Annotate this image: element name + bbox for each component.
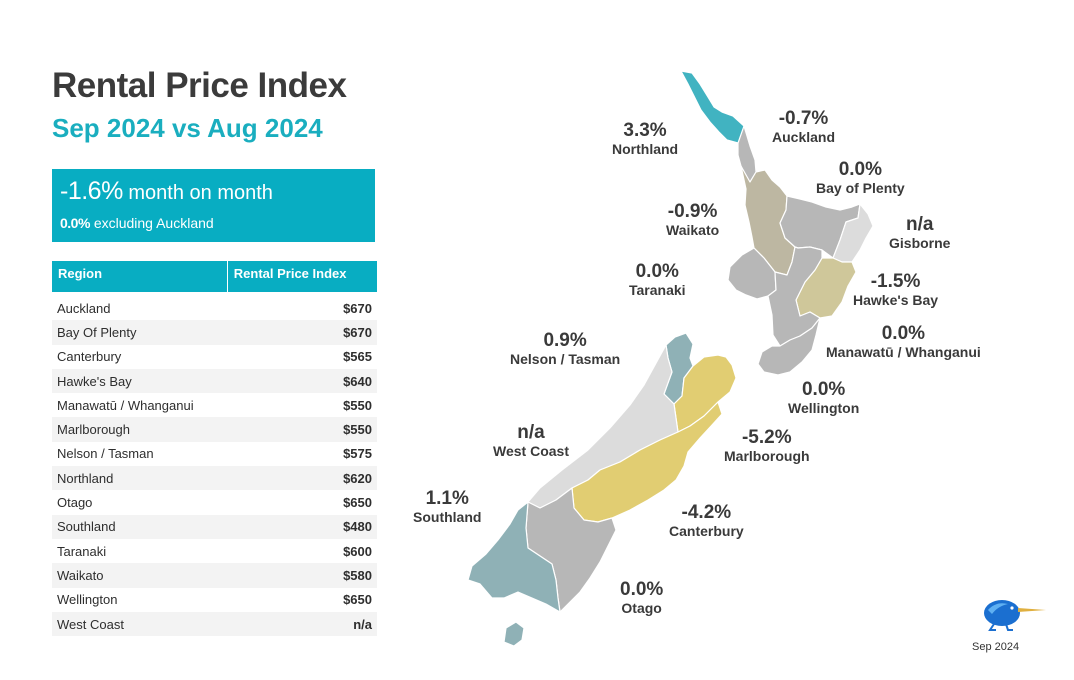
- region-stewart-island[interactable]: [503, 621, 525, 647]
- table-row: Taranaki $600: [52, 539, 377, 563]
- kpi-sub-text: excluding Auckland: [93, 215, 214, 231]
- table-cell-value: $600: [343, 543, 372, 559]
- table-cell-region: Bay Of Plenty: [52, 320, 228, 345]
- label-wellington: 0.0% Wellington: [788, 379, 860, 416]
- table-cell-value: $670: [343, 300, 372, 316]
- label-otago: 0.0% Otago: [620, 579, 664, 616]
- column-header-region[interactable]: Region: [52, 261, 228, 292]
- label-gisborne: n/a Gisborne: [889, 214, 951, 251]
- kpi-main-text: month on month: [128, 182, 273, 204]
- table-cell-region: Manawatū / Whanganui: [57, 397, 194, 413]
- column-header-index[interactable]: Rental Price Index: [226, 261, 377, 292]
- label-bay-of-plenty: 0.0% Bay of Plenty: [816, 159, 905, 196]
- table-row: Waikato $580: [52, 563, 377, 588]
- table-cell-region: Marlborough: [52, 417, 228, 442]
- page-subtitle: Sep 2024 vs Aug 2024: [52, 113, 323, 143]
- kpi-sub: 0.0% excluding Auckland: [60, 215, 214, 231]
- label-waikato: -0.9% Waikato: [666, 201, 720, 238]
- table-cell-value: $650: [343, 592, 372, 608]
- kiwi-beak: [1018, 608, 1046, 612]
- label-taranaki: 0.0% Taranaki: [629, 261, 686, 298]
- label-marlborough: -5.2% Marlborough: [724, 427, 810, 464]
- table-cell-value: $620: [227, 466, 377, 491]
- label-hawkes-bay: -1.5% Hawke's Bay: [853, 271, 939, 308]
- table-cell-region: Auckland: [57, 300, 111, 316]
- table-cell-value: n/a: [227, 611, 377, 637]
- table-cell-value: $650: [343, 495, 372, 511]
- footer-date: Sep 2024: [972, 641, 1020, 653]
- table-row: Southland $480: [52, 514, 377, 539]
- table-header-row: Region Rental Price Index: [52, 261, 377, 292]
- kiwi-eye: [1010, 606, 1014, 610]
- kpi-card: -1.6% month on month 0.0% excluding Auck…: [52, 169, 375, 242]
- table-cell-value: $640: [227, 368, 377, 394]
- kpi-main: -1.6% month on month: [60, 177, 273, 206]
- table-cell-value: $550: [227, 417, 377, 442]
- table-cell-region: Canterbury: [57, 349, 122, 365]
- table-cell-region: Nelson / Tasman: [57, 446, 154, 462]
- label-southland: 1.1% Southland: [413, 488, 482, 525]
- kiwi-legs: [988, 623, 1013, 631]
- region-canterbury[interactable]: [571, 401, 723, 523]
- table-row: Marlborough $550: [52, 417, 377, 442]
- label-auckland: -0.7% Auckland: [772, 108, 836, 145]
- table-row: Hawke's Bay $640: [52, 368, 377, 394]
- table-cell-value: $670: [227, 320, 377, 345]
- region-manawatu-whanganui[interactable]: [767, 246, 823, 347]
- table-cell-value: $550: [343, 397, 372, 413]
- table-cell-region: Northland: [52, 466, 228, 491]
- table-row: Otago $650: [52, 490, 377, 514]
- kpi-sub-value: 0.0%: [60, 215, 90, 231]
- region-northland[interactable]: [680, 70, 745, 144]
- kpi-main-value: -1.6%: [60, 177, 123, 205]
- table-row: Nelson / Tasman $575: [52, 442, 377, 466]
- table-row: Canterbury $565: [52, 345, 377, 369]
- table-cell-value: $580: [227, 563, 377, 588]
- table-row: Wellington $650: [52, 588, 377, 612]
- region-auckland[interactable]: [737, 125, 757, 183]
- table-cell-value: $575: [343, 446, 372, 462]
- table-cell-value: $480: [227, 514, 377, 539]
- kiwi-logo-icon: [984, 600, 1046, 631]
- label-northland: 3.3% Northland: [612, 120, 679, 157]
- label-west-coast: n/a West Coast: [493, 422, 569, 459]
- label-nelson-tasman: 0.9% Nelson / Tasman: [510, 330, 621, 367]
- table-row: Northland $620: [52, 466, 377, 491]
- table-row: Bay Of Plenty $670: [52, 320, 377, 345]
- table-cell-value: $565: [343, 349, 372, 365]
- table-row: Auckland $670: [52, 292, 377, 320]
- kiwi-highlight: [988, 603, 1008, 614]
- label-canterbury: -4.2% Canterbury: [669, 502, 744, 539]
- table-cell-region: Wellington: [57, 592, 118, 608]
- table-cell-region: Southland: [52, 514, 228, 539]
- region-taranaki[interactable]: [727, 247, 777, 300]
- table-row: Manawatū / Whanganui $550: [52, 393, 377, 417]
- page-title: Rental Price Index: [52, 66, 347, 105]
- table-cell-region: Hawke's Bay: [52, 368, 228, 394]
- label-manawatu-whanganui: 0.0% Manawatū / Whanganui: [826, 323, 981, 360]
- table-cell-region: Waikato: [52, 563, 228, 588]
- table-cell-region: West Coast: [52, 611, 228, 637]
- rental-index-table: Region Rental Price Index Auckland $670 B…: [52, 261, 377, 637]
- nz-region-map: [467, 70, 874, 647]
- table-row: West Coast n/a: [52, 611, 377, 637]
- table-cell-region: Otago: [57, 495, 93, 511]
- region-southland[interactable]: [467, 501, 561, 613]
- region-wellington[interactable]: [757, 317, 821, 376]
- table-cell-region: Taranaki: [57, 543, 107, 559]
